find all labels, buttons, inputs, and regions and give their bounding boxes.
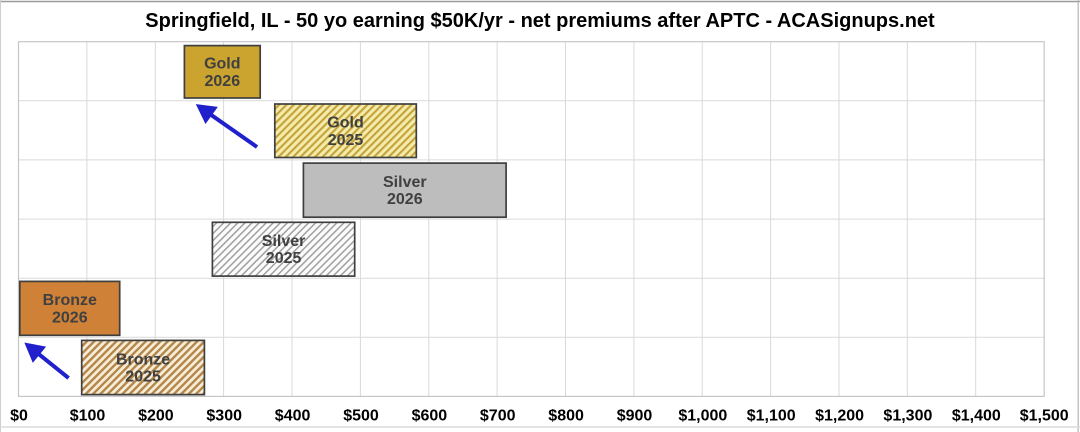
svg-text:$1,000: $1,000 bbox=[678, 408, 727, 425]
svg-text:Gold: Gold bbox=[204, 56, 240, 73]
svg-text:$1,400: $1,400 bbox=[952, 408, 1001, 425]
svg-text:Springfield, IL - 50 yo earnin: Springfield, IL - 50 yo earning $50K/yr … bbox=[145, 10, 935, 32]
svg-text:Bronze: Bronze bbox=[116, 351, 170, 368]
svg-text:$1,100: $1,100 bbox=[747, 408, 796, 425]
svg-text:Gold: Gold bbox=[327, 115, 363, 132]
svg-text:$500: $500 bbox=[343, 408, 379, 425]
svg-text:2026: 2026 bbox=[387, 191, 423, 208]
svg-text:$700: $700 bbox=[480, 408, 516, 425]
svg-text:Silver: Silver bbox=[262, 233, 306, 250]
svg-text:2025: 2025 bbox=[328, 132, 364, 149]
svg-text:2026: 2026 bbox=[52, 309, 88, 326]
svg-text:$800: $800 bbox=[548, 408, 584, 425]
svg-text:$900: $900 bbox=[617, 408, 653, 425]
svg-text:$1,500: $1,500 bbox=[1020, 408, 1069, 425]
svg-text:$1,300: $1,300 bbox=[883, 408, 932, 425]
svg-text:$1,200: $1,200 bbox=[815, 408, 864, 425]
svg-text:Bronze: Bronze bbox=[43, 292, 97, 309]
svg-text:$600: $600 bbox=[412, 408, 448, 425]
svg-text:2026: 2026 bbox=[205, 73, 241, 90]
svg-text:$400: $400 bbox=[275, 408, 311, 425]
svg-text:$100: $100 bbox=[70, 408, 106, 425]
svg-text:2025: 2025 bbox=[125, 369, 161, 386]
svg-text:2025: 2025 bbox=[266, 250, 302, 267]
svg-text:$200: $200 bbox=[138, 408, 174, 425]
svg-text:Silver: Silver bbox=[383, 174, 427, 191]
svg-text:$300: $300 bbox=[206, 408, 242, 425]
svg-text:$0: $0 bbox=[10, 408, 28, 425]
